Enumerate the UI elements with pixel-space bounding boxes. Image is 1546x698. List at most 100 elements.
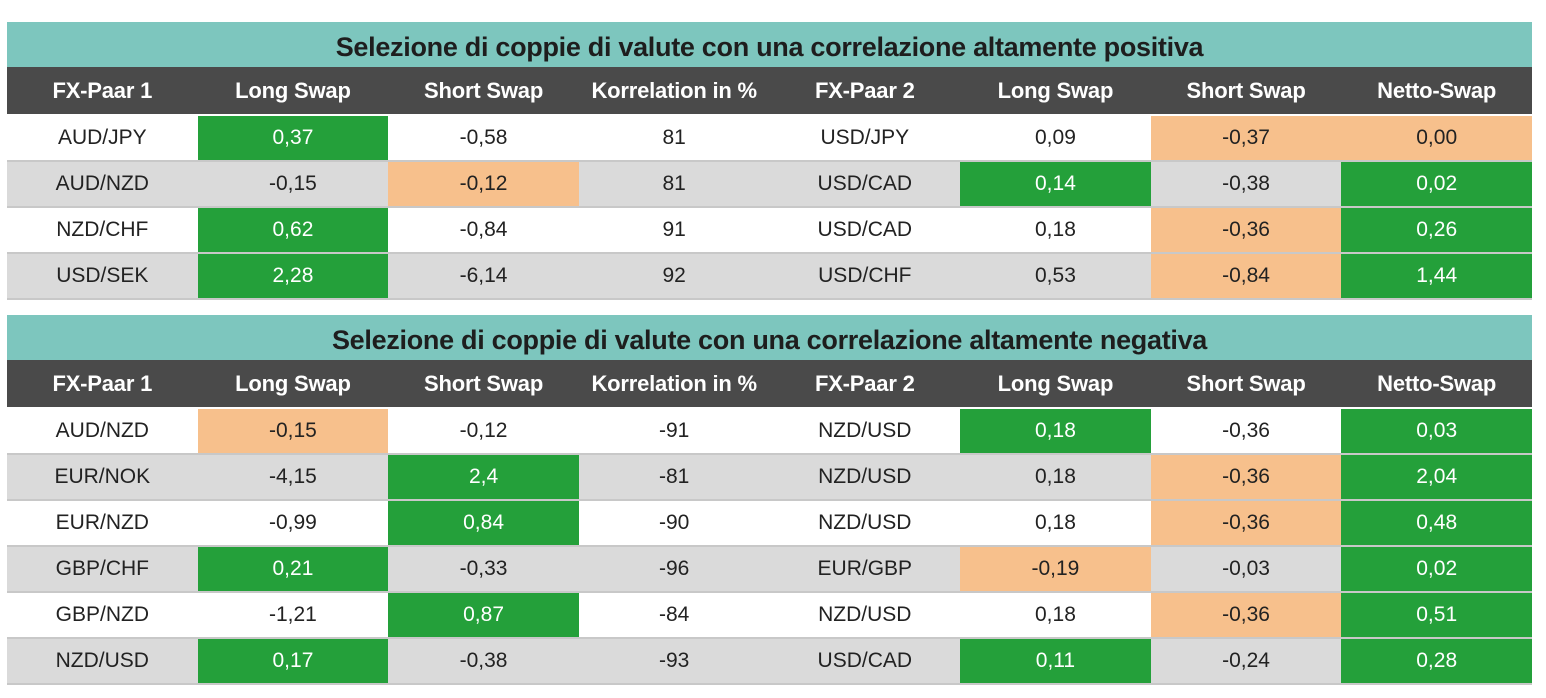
short-swap-1-cell: -0,58 xyxy=(388,115,579,162)
long-swap-2-cell: 0,14 xyxy=(960,161,1151,208)
short-swap-2-cell: -0,36 xyxy=(1150,592,1342,639)
long-swap-1-cell: 0,62 xyxy=(197,207,389,254)
long-swap-1-cell: 2,28 xyxy=(197,253,389,300)
long-swap-2-cell: 0,18 xyxy=(960,408,1151,455)
column-header-long-swap-1: Long Swap xyxy=(197,360,389,409)
fx-pair-1-cell: AUD/JPY xyxy=(7,115,198,162)
net-swap-cell: 0,51 xyxy=(1341,592,1532,639)
table-title: Selezione di coppie di valute con una co… xyxy=(7,315,1532,360)
correlation-cell: 91 xyxy=(578,207,770,254)
table-row: GBP/CHF 0,21 -0,33 -96 EUR/GBP -0,19 -0,03 0,02 xyxy=(7,546,1532,593)
table-row: AUD/NZD -0,15 -0,12 81 USD/CAD 0,14 -0,38 0,02 xyxy=(7,161,1532,208)
table-row: AUD/JPY 0,37 -0,58 81 USD/JPY 0,09 -0,37 0,00 xyxy=(7,115,1532,162)
net-swap-cell: 0,02 xyxy=(1341,546,1532,593)
long-swap-1-cell: -0,15 xyxy=(197,408,389,455)
correlation-cell: -90 xyxy=(578,500,770,547)
table-row: EUR/NOK -4,15 2,4 -81 NZD/USD 0,18 -0,36 2,04 xyxy=(7,454,1532,501)
long-swap-2-cell: 0,11 xyxy=(960,638,1151,685)
fx-pair-2-cell: USD/CAD xyxy=(769,638,961,685)
long-swap-1-cell: -0,15 xyxy=(197,161,389,208)
long-swap-2-cell: 0,18 xyxy=(960,207,1151,254)
correlation-cell: -91 xyxy=(578,408,770,455)
correlation-cell: -93 xyxy=(578,638,770,685)
net-swap-cell: 0,02 xyxy=(1341,161,1532,208)
short-swap-2-cell: -0,36 xyxy=(1150,500,1342,547)
long-swap-1-cell: 0,17 xyxy=(197,638,389,685)
column-header-long-swap-2: Long Swap xyxy=(960,67,1151,116)
column-header-correlation: Korrelation in % xyxy=(578,67,770,116)
column-header-short-swap-2: Short Swap xyxy=(1150,67,1342,116)
correlation-cell: 81 xyxy=(578,161,770,208)
negative-correlation-table: Selezione di coppie di valute con una co… xyxy=(7,315,1532,685)
fx-pair-2-cell: USD/CAD xyxy=(769,207,961,254)
long-swap-2-cell: 0,18 xyxy=(960,454,1151,501)
correlation-cell: -81 xyxy=(578,454,770,501)
short-swap-1-cell: 0,87 xyxy=(388,592,579,639)
long-swap-1-cell: -4,15 xyxy=(197,454,389,501)
short-swap-1-cell: -0,84 xyxy=(388,207,579,254)
net-swap-cell: 0,28 xyxy=(1341,638,1532,685)
net-swap-cell: 0,03 xyxy=(1341,408,1532,455)
column-header-short-swap-1: Short Swap xyxy=(388,67,579,116)
column-header-fx-pair-1: FX-Paar 1 xyxy=(7,360,198,409)
fx-pair-1-cell: AUD/NZD xyxy=(7,408,198,455)
column-header-short-swap-2: Short Swap xyxy=(1150,360,1342,409)
table-title-row: Selezione di coppie di valute con una co… xyxy=(7,22,1532,67)
short-swap-2-cell: -0,38 xyxy=(1150,161,1342,208)
short-swap-2-cell: -0,03 xyxy=(1150,546,1342,593)
fx-pair-2-cell: USD/CHF xyxy=(769,253,961,300)
short-swap-1-cell: -6,14 xyxy=(388,253,579,300)
correlation-cell: -96 xyxy=(578,546,770,593)
fx-pair-2-cell: USD/CAD xyxy=(769,161,961,208)
net-swap-cell: 1,44 xyxy=(1341,253,1532,300)
column-header-long-swap-1: Long Swap xyxy=(197,67,389,116)
table-row: GBP/NZD -1,21 0,87 -84 NZD/USD 0,18 -0,36 0,51 xyxy=(7,592,1532,639)
correlation-cell: 92 xyxy=(578,253,770,300)
long-swap-2-cell: 0,09 xyxy=(960,115,1151,162)
short-swap-1-cell: -0,33 xyxy=(388,546,579,593)
short-swap-1-cell: 0,84 xyxy=(388,500,579,547)
net-swap-cell: 0,48 xyxy=(1341,500,1532,547)
net-swap-cell: 0,00 xyxy=(1341,115,1532,162)
long-swap-1-cell: -1,21 xyxy=(197,592,389,639)
short-swap-1-cell: -0,12 xyxy=(388,161,579,208)
short-swap-1-cell: -0,12 xyxy=(388,408,579,455)
correlation-cell: 81 xyxy=(578,115,770,162)
fx-pair-1-cell: AUD/NZD xyxy=(7,161,198,208)
table-header-row: FX-Paar 1 Long Swap Short Swap Korrelati… xyxy=(7,360,1532,409)
table-title: Selezione di coppie di valute con una co… xyxy=(7,22,1532,67)
short-swap-1-cell: 2,4 xyxy=(388,454,579,501)
table-row: NZD/CHF 0,62 -0,84 91 USD/CAD 0,18 -0,36 0,26 xyxy=(7,207,1532,254)
short-swap-2-cell: -0,36 xyxy=(1150,454,1342,501)
short-swap-2-cell: -0,36 xyxy=(1150,408,1342,455)
fx-pair-1-cell: EUR/NOK xyxy=(7,454,198,501)
fx-pair-2-cell: NZD/USD xyxy=(769,592,961,639)
long-swap-1-cell: -0,99 xyxy=(197,500,389,547)
fx-pair-1-cell: GBP/CHF xyxy=(7,546,198,593)
table-header-row: FX-Paar 1 Long Swap Short Swap Korrelati… xyxy=(7,67,1532,116)
column-header-net-swap: Netto-Swap xyxy=(1341,67,1532,116)
column-header-fx-pair-2: FX-Paar 2 xyxy=(769,360,961,409)
fx-pair-1-cell: NZD/USD xyxy=(7,638,198,685)
long-swap-2-cell: 0,18 xyxy=(960,592,1151,639)
fx-pair-2-cell: NZD/USD xyxy=(769,408,961,455)
fx-pair-1-cell: NZD/CHF xyxy=(7,207,198,254)
net-swap-cell: 0,26 xyxy=(1341,207,1532,254)
long-swap-2-cell: -0,19 xyxy=(960,546,1151,593)
fx-pair-2-cell: NZD/USD xyxy=(769,454,961,501)
table-row: NZD/USD 0,17 -0,38 -93 USD/CAD 0,11 -0,24 0,28 xyxy=(7,638,1532,685)
fx-pair-1-cell: GBP/NZD xyxy=(7,592,198,639)
column-header-correlation: Korrelation in % xyxy=(578,360,770,409)
table-row: USD/SEK 2,28 -6,14 92 USD/CHF 0,53 -0,84 1,44 xyxy=(7,253,1532,300)
long-swap-1-cell: 0,21 xyxy=(197,546,389,593)
fx-pair-2-cell: EUR/GBP xyxy=(769,546,961,593)
short-swap-2-cell: -0,36 xyxy=(1150,207,1342,254)
long-swap-2-cell: 0,18 xyxy=(960,500,1151,547)
short-swap-2-cell: -0,37 xyxy=(1150,115,1342,162)
long-swap-1-cell: 0,37 xyxy=(197,115,389,162)
correlation-cell: -84 xyxy=(578,592,770,639)
long-swap-2-cell: 0,53 xyxy=(960,253,1151,300)
table-row: EUR/NZD -0,99 0,84 -90 NZD/USD 0,18 -0,36 0,48 xyxy=(7,500,1532,547)
column-header-fx-pair-1: FX-Paar 1 xyxy=(7,67,198,116)
fx-pair-1-cell: USD/SEK xyxy=(7,253,198,300)
